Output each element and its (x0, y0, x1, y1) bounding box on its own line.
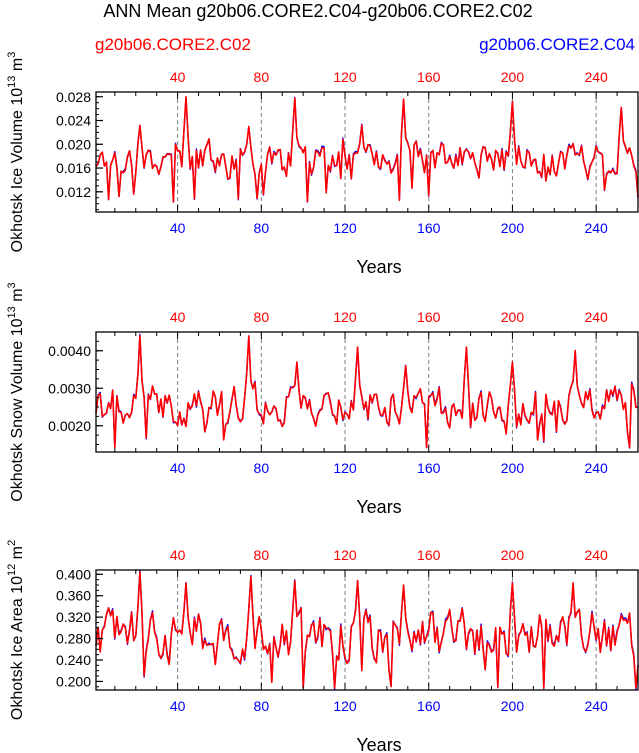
x-tick-label-top: 80 (254, 547, 270, 563)
y-axis-label-part: 13 (6, 76, 18, 88)
x-tick-label-top: 240 (584, 309, 608, 325)
x-tick-label-top: 120 (333, 309, 357, 325)
panel-2: 0.0020 0.0030 0.0040 40 40 80 80 120 120 160 160 20… (6, 282, 639, 517)
y-tick-label: 0.240 (56, 652, 91, 668)
x-tick-label-top: 160 (417, 547, 441, 563)
y-tick-label: 0.012 (56, 184, 91, 200)
x-tick-label-top: 40 (170, 309, 186, 325)
x-tick-label-bottom: 40 (170, 460, 186, 476)
series-line-c02-red (95, 334, 639, 449)
y-axis-label-part: 13 (6, 306, 18, 318)
x-tick-label-top: 200 (501, 547, 525, 563)
y-tick-label: 0.028 (56, 89, 91, 105)
x-tick-label-top: 240 (584, 69, 608, 85)
panel-1: 0.012 0.016 0.020 0.024 0.028 40 40 80 80 120 120 1… (6, 52, 639, 277)
y-axis-label: Okhotsk Ice Volume 1013 m3 (6, 52, 26, 253)
x-tick-label-bottom: 120 (333, 460, 357, 476)
x-tick-label-bottom: 240 (584, 698, 608, 714)
x-tick-label-top: 40 (170, 69, 186, 85)
x-axis-label: Years (356, 735, 401, 753)
x-tick-label-bottom: 40 (170, 220, 186, 236)
y-tick-label: 0.400 (56, 566, 91, 582)
y-tick-label: 0.024 (56, 113, 91, 129)
y-tick-label: 0.360 (56, 588, 91, 604)
x-tick-label-top: 160 (417, 69, 441, 85)
x-tick-label-top: 160 (417, 309, 441, 325)
x-tick-label-bottom: 240 (584, 460, 608, 476)
panel-3: 0.200 0.240 0.280 0.320 0.360 0.400 40 40 80 80 12… (6, 540, 639, 753)
y-axis-label-part: Okhotsk Ice Volume 10 (9, 88, 26, 253)
y-axis-label: Okhotsk Snow Volume 1013 m3 (6, 282, 26, 501)
x-tick-label-bottom: 120 (333, 698, 357, 714)
x-tick-label-bottom: 80 (254, 698, 270, 714)
y-tick-label: 0.200 (56, 673, 91, 689)
y-tick-label: 0.0040 (48, 343, 91, 359)
case-right-label: g20b06.CORE2.C04 (479, 35, 635, 54)
y-axis-label-part: Okhotsk Ice Area 10 (9, 576, 26, 720)
y-axis-label-part: 3 (6, 52, 18, 58)
x-tick-label-top: 200 (501, 309, 525, 325)
x-tick-label-top: 120 (333, 547, 357, 563)
plot-frame (95, 569, 639, 691)
y-tick-label: 0.0020 (48, 418, 91, 434)
x-axis-label: Years (356, 497, 401, 517)
x-tick-label-bottom: 80 (254, 460, 270, 476)
x-tick-label-top: 240 (584, 547, 608, 563)
x-tick-label-bottom: 160 (417, 698, 441, 714)
x-tick-label-bottom: 80 (254, 220, 270, 236)
x-tick-label-bottom: 200 (501, 698, 525, 714)
x-tick-label-bottom: 40 (170, 698, 186, 714)
case-left-label: g20b06.CORE2.C02 (95, 35, 251, 54)
y-tick-label: 0.020 (56, 136, 91, 152)
x-tick-label-top: 80 (254, 309, 270, 325)
y-tick-label: 0.280 (56, 631, 91, 647)
y-axis-label: Okhotsk Ice Area 1012 m2 (6, 540, 26, 720)
x-axis-label: Years (356, 257, 401, 277)
x-tick-label-bottom: 160 (417, 220, 441, 236)
x-tick-label-top: 120 (333, 69, 357, 85)
x-tick-label-top: 200 (501, 69, 525, 85)
x-tick-label-top: 80 (254, 69, 270, 85)
y-axis-label-part: 2 (6, 540, 18, 546)
y-axis-label-part: m (9, 58, 26, 76)
x-tick-label-bottom: 200 (501, 220, 525, 236)
x-tick-label-bottom: 160 (417, 460, 441, 476)
plot-frame (95, 331, 639, 453)
x-tick-label-bottom: 120 (333, 220, 357, 236)
x-tick-label-bottom: 240 (584, 220, 608, 236)
y-tick-label: 0.320 (56, 609, 91, 625)
series-line-c02-red (95, 571, 639, 689)
panels: 0.012 0.016 0.020 0.024 0.028 40 40 80 80 120 120 1… (6, 52, 639, 753)
y-axis-label-part: m (9, 546, 26, 564)
x-tick-label-bottom: 200 (501, 460, 525, 476)
figure-title: ANN Mean g20b06.CORE2.C04-g20b06.CORE2.C… (103, 1, 532, 21)
x-tick-label-top: 40 (170, 547, 186, 563)
y-axis-label-part: m (9, 288, 26, 306)
y-tick-label: 0.0030 (48, 380, 91, 396)
series-line-c02-red (95, 96, 639, 203)
y-axis-label-part: 12 (6, 564, 18, 576)
plot-frame (95, 91, 639, 213)
y-tick-label: 0.016 (56, 160, 91, 176)
y-axis-label-part: 3 (6, 282, 18, 288)
y-axis-label-part: Okhotsk Snow Volume 10 (9, 318, 26, 501)
